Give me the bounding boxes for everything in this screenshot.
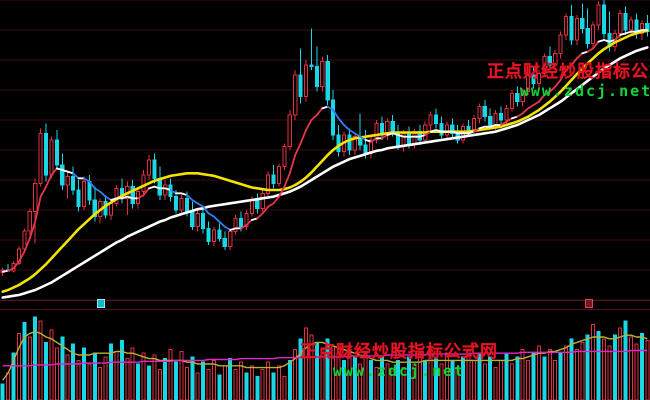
buy-signal-marker[interactable]: [97, 299, 105, 308]
volume-chart-pane[interactable]: [0, 310, 650, 400]
pane-separator-bottom: [0, 309, 650, 310]
volume-chart-canvas[interactable]: [0, 310, 650, 400]
price-chart-pane[interactable]: [0, 0, 650, 300]
price-chart-canvas[interactable]: [0, 0, 650, 300]
pane-separator-top: [0, 300, 650, 301]
sell-signal-marker[interactable]: [585, 299, 593, 308]
